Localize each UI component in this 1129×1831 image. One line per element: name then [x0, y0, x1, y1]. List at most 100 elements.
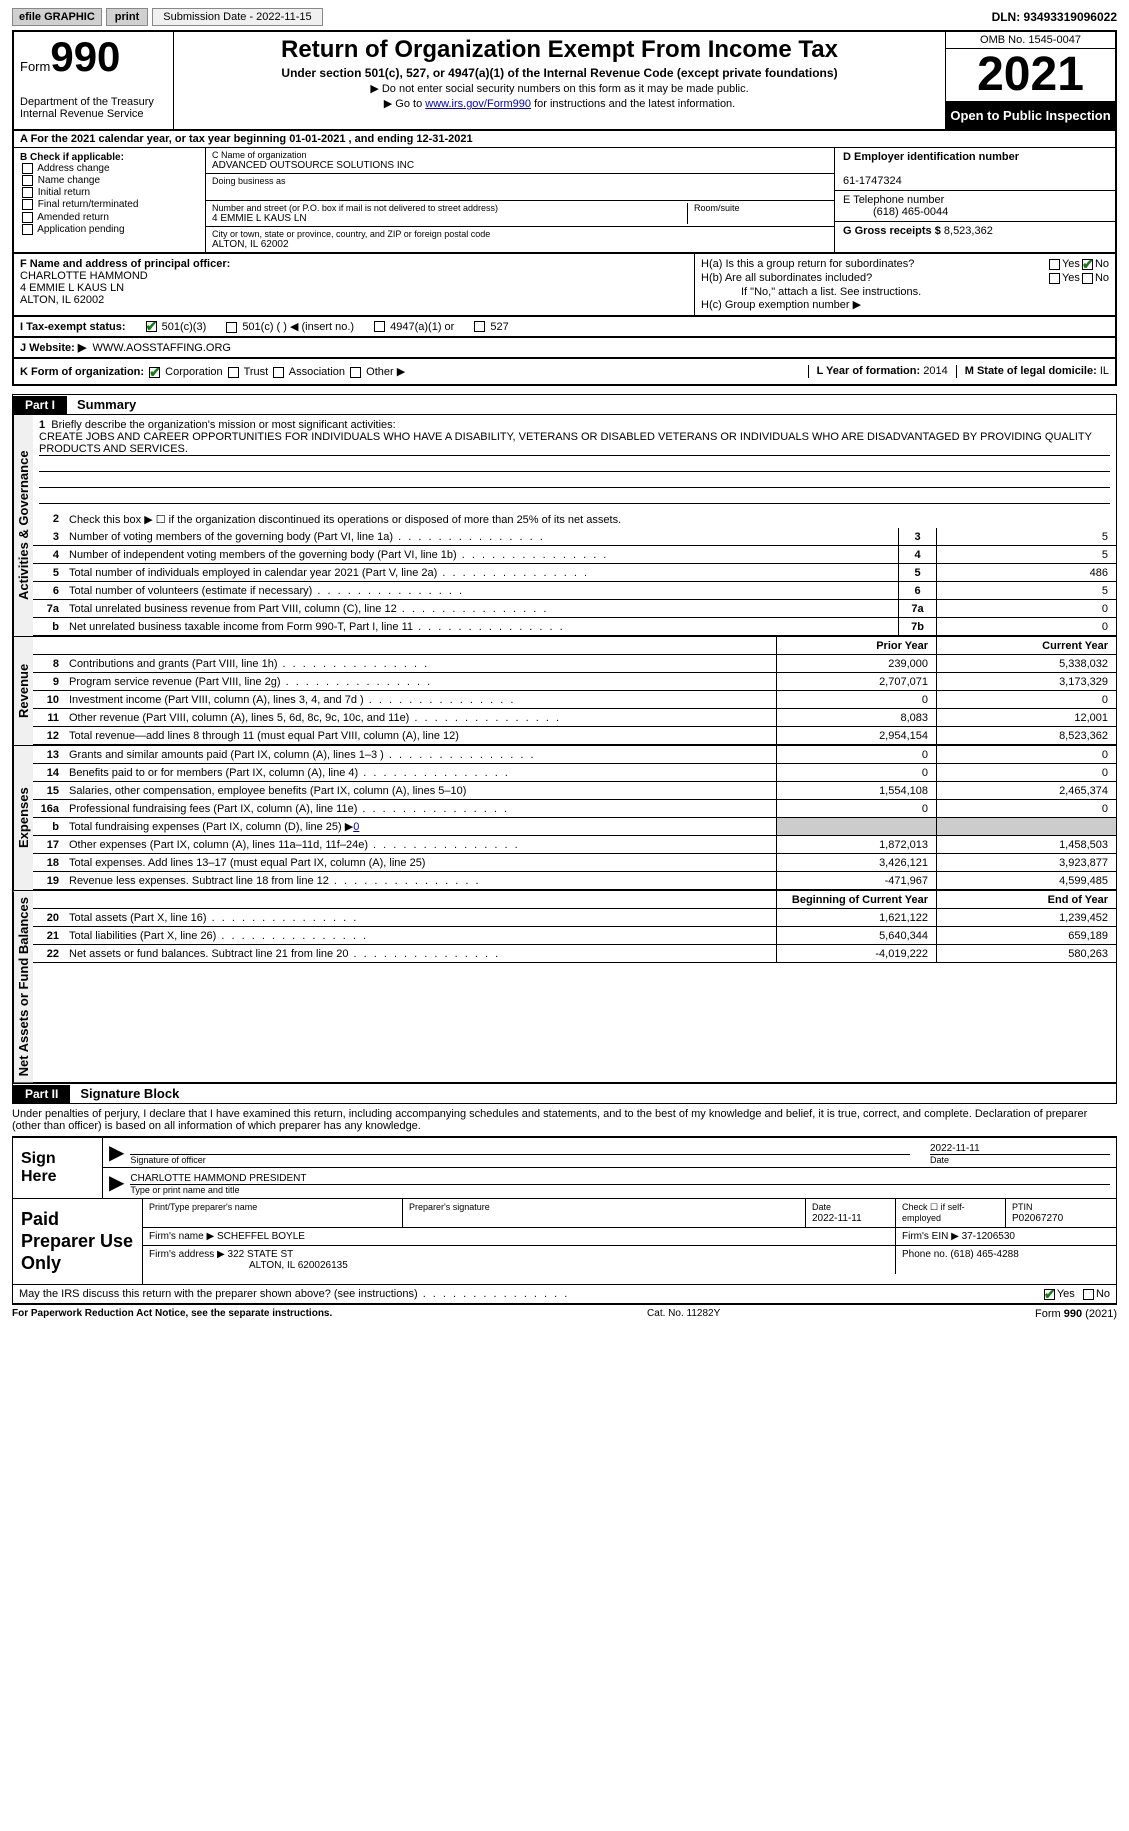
- ha-label: H(a) Is this a group return for subordin…: [701, 258, 1047, 270]
- cb-initial-return[interactable]: [22, 187, 33, 198]
- l11: Other revenue (Part VIII, column (A), li…: [65, 710, 776, 726]
- mission-text: CREATE JOBS AND CAREER OPPORTUNITIES FOR…: [39, 431, 1110, 456]
- paperwork-notice: For Paperwork Reduction Act Notice, see …: [12, 1308, 332, 1320]
- form-word: Form: [20, 59, 50, 74]
- prep-sig-label: Preparer's signature: [409, 1202, 490, 1212]
- discuss-question: May the IRS discuss this return with the…: [19, 1288, 569, 1300]
- phone-value: (618) 465-0044: [843, 206, 948, 218]
- city-state-zip: ALTON, IL 62002: [212, 239, 828, 250]
- l1-label: Briefly describe the organization's miss…: [51, 419, 395, 431]
- ptin-label: PTIN: [1012, 1202, 1033, 1212]
- form-id-box: Form990 Department of the Treasury Inter…: [14, 32, 174, 129]
- goto-post: for instructions and the latest informat…: [531, 98, 735, 110]
- goto-pre: ▶ Go to: [384, 98, 425, 110]
- f-label: F Name and address of principal officer:: [20, 258, 230, 270]
- side-netassets: Net Assets or Fund Balances: [13, 891, 33, 1082]
- p12: 2,954,154: [776, 727, 936, 744]
- print-button[interactable]: print: [106, 8, 148, 26]
- cb-address-change[interactable]: [22, 163, 33, 174]
- dba-label: Doing business as: [212, 176, 828, 186]
- sign-here-label: Sign Here: [13, 1138, 103, 1198]
- col-b-checkboxes: B Check if applicable: Address change Na…: [14, 148, 206, 252]
- l7a-text: Total unrelated business revenue from Pa…: [65, 601, 898, 617]
- col-b-title: B Check if applicable:: [20, 152, 124, 163]
- firm-name: SCHEFFEL BOYLE: [217, 1231, 305, 1242]
- l4-val: 5: [936, 546, 1116, 563]
- k-trust[interactable]: [228, 367, 239, 378]
- cb-amended[interactable]: [22, 212, 33, 223]
- form-title: Return of Organization Exempt From Incom…: [182, 36, 937, 64]
- l6-val: 5: [936, 582, 1116, 599]
- i-501c[interactable]: [226, 322, 237, 333]
- name-title-label: Type or print name and title: [130, 1184, 1110, 1195]
- part1-title: Summary: [67, 395, 146, 414]
- sig-arrow2-icon: ▶: [109, 1170, 124, 1195]
- side-revenue: Revenue: [13, 637, 33, 745]
- org-name: ADVANCED OUTSOURCE SOLUTIONS INC: [212, 160, 828, 171]
- side-expenses: Expenses: [13, 746, 33, 890]
- m-value: IL: [1100, 365, 1109, 377]
- l16b: Total fundraising expenses (Part IX, col…: [65, 818, 776, 835]
- irs-link[interactable]: www.irs.gov/Form990: [425, 98, 531, 110]
- gross-label: G Gross receipts $: [843, 225, 941, 237]
- p20: 1,621,122: [776, 909, 936, 926]
- l22: Net assets or fund balances. Subtract li…: [65, 946, 776, 962]
- i-4947[interactable]: [374, 321, 385, 332]
- prep-name-label: Print/Type preparer's name: [149, 1202, 257, 1212]
- p16a: 0: [776, 800, 936, 817]
- l20: Total assets (Part X, line 16): [65, 910, 776, 926]
- hb-no[interactable]: [1082, 273, 1093, 284]
- l12: Total revenue—add lines 8 through 11 (mu…: [65, 728, 776, 744]
- officer-name: CHARLOTTE HAMMOND: [20, 270, 148, 282]
- c21: 659,189: [936, 927, 1116, 944]
- i-501c3[interactable]: [146, 321, 157, 332]
- prep-date-val: 2022-11-11: [812, 1213, 862, 1224]
- firm-ein-label: Firm's EIN ▶: [902, 1231, 959, 1242]
- firm-name-label: Firm's name ▶: [149, 1231, 214, 1242]
- officer-addr1: 4 EMMIE L KAUS LN: [20, 282, 124, 294]
- hb-yes[interactable]: [1049, 273, 1060, 284]
- k-corp[interactable]: [149, 367, 160, 378]
- i-527[interactable]: [474, 321, 485, 332]
- cb-final-return[interactable]: [22, 199, 33, 210]
- ha-yes[interactable]: [1049, 259, 1060, 270]
- l8: Contributions and grants (Part VIII, lin…: [65, 656, 776, 672]
- p19: -471,967: [776, 872, 936, 889]
- officer-name-title: CHARLOTTE HAMMOND PRESIDENT: [130, 1173, 306, 1184]
- sig-officer-label: Signature of officer: [130, 1154, 910, 1165]
- omb-number: OMB No. 1545-0047: [946, 32, 1115, 49]
- c16a: 0: [936, 800, 1116, 817]
- addr-label: Number and street (or P.O. box if mail i…: [212, 203, 683, 213]
- l16a: Professional fundraising fees (Part IX, …: [65, 801, 776, 817]
- ha-no[interactable]: [1082, 259, 1093, 270]
- line-a-period: A For the 2021 calendar year, or tax yea…: [12, 131, 1117, 148]
- sig-date-val: 2022-11-11: [930, 1143, 980, 1154]
- l3-text: Number of voting members of the governin…: [65, 529, 898, 545]
- discuss-no[interactable]: [1083, 1289, 1094, 1300]
- p18: 3,426,121: [776, 854, 936, 871]
- l4-text: Number of independent voting members of …: [65, 547, 898, 563]
- hdr-curr: Current Year: [936, 637, 1116, 654]
- firm-addr-label: Firm's address ▶: [149, 1249, 225, 1260]
- sig-date-label: Date: [930, 1154, 1110, 1165]
- l5-val: 486: [936, 564, 1116, 581]
- hdr-beg: Beginning of Current Year: [776, 891, 936, 908]
- discuss-yes[interactable]: [1044, 1289, 1055, 1300]
- cb-name-change[interactable]: [22, 175, 33, 186]
- l-value: 2014: [923, 365, 947, 377]
- c11: 12,001: [936, 709, 1116, 726]
- efile-button[interactable]: efile GRAPHIC: [12, 8, 102, 26]
- part2-title: Signature Block: [70, 1084, 189, 1103]
- p13: 0: [776, 746, 936, 763]
- hb-note: If "No," attach a list. See instructions…: [701, 286, 1109, 298]
- sig-arrow-icon: ▶: [109, 1140, 124, 1165]
- l7a-val: 0: [936, 600, 1116, 617]
- k-other[interactable]: [350, 367, 361, 378]
- street-addr: 4 EMMIE L KAUS LN: [212, 213, 683, 224]
- cb-app-pending[interactable]: [22, 224, 33, 235]
- paid-preparer-label: Paid Preparer Use Only: [13, 1199, 143, 1284]
- k-assoc[interactable]: [273, 367, 284, 378]
- gross-value: 8,523,362: [944, 225, 993, 237]
- firm-phone: (618) 465-4288: [950, 1249, 1018, 1260]
- form-subtitle: Under section 501(c), 527, or 4947(a)(1)…: [182, 66, 937, 80]
